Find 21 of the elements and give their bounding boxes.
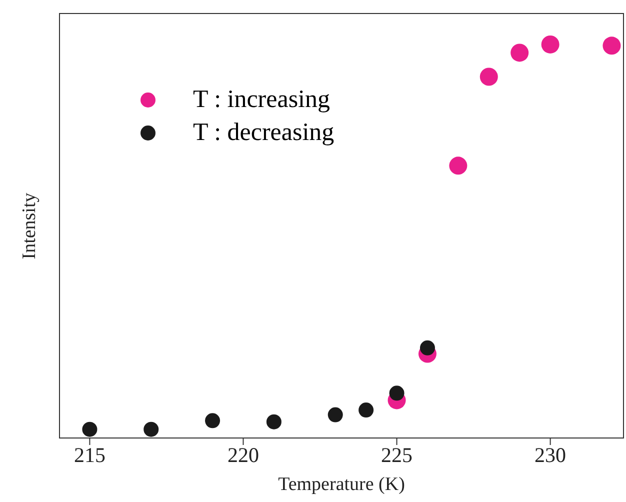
point [266, 414, 282, 430]
x-tick-label: 215 [74, 442, 106, 467]
point [602, 36, 621, 55]
point [328, 407, 343, 422]
point [205, 413, 220, 428]
point [144, 422, 159, 437]
point [449, 156, 468, 175]
point [510, 44, 529, 62]
point [541, 35, 560, 54]
legend-label: T : decreasing [193, 118, 334, 146]
x-axis-title: Temperature (K) [278, 474, 405, 495]
x-tick-label: 220 [227, 442, 259, 467]
point [480, 68, 498, 86]
point [82, 422, 98, 437]
x-tick-label: 225 [381, 442, 413, 467]
point [420, 340, 435, 356]
point [389, 386, 404, 401]
legend-label: T : increasing [193, 86, 330, 114]
y-axis-title: Intensity [19, 192, 41, 259]
point [358, 402, 374, 418]
x-tick-label: 230 [534, 442, 566, 467]
